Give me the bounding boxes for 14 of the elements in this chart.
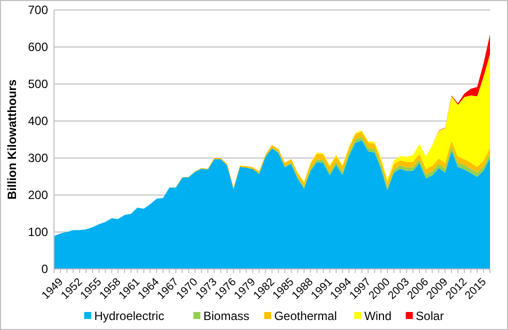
y-tick-label: 700	[28, 3, 48, 18]
y-tick-label: 0	[41, 262, 48, 276]
legend-label: Solar	[416, 309, 444, 324]
y-tick-label: 600	[28, 40, 48, 54]
legend-label: Geothermal	[274, 309, 337, 324]
y-axis-title: Billion Kilowatthours	[5, 79, 19, 200]
y-tick-label: 200	[28, 188, 48, 202]
y-tick-label: 400	[28, 114, 48, 128]
legend-label: Hydroelectric	[94, 309, 164, 324]
y-tick-label: 300	[28, 151, 48, 166]
legend-label: Wind	[364, 309, 392, 324]
legend-label: Biomass	[203, 309, 250, 324]
y-tick-label: 500	[28, 77, 48, 92]
y-tick-label: 100	[28, 225, 48, 240]
